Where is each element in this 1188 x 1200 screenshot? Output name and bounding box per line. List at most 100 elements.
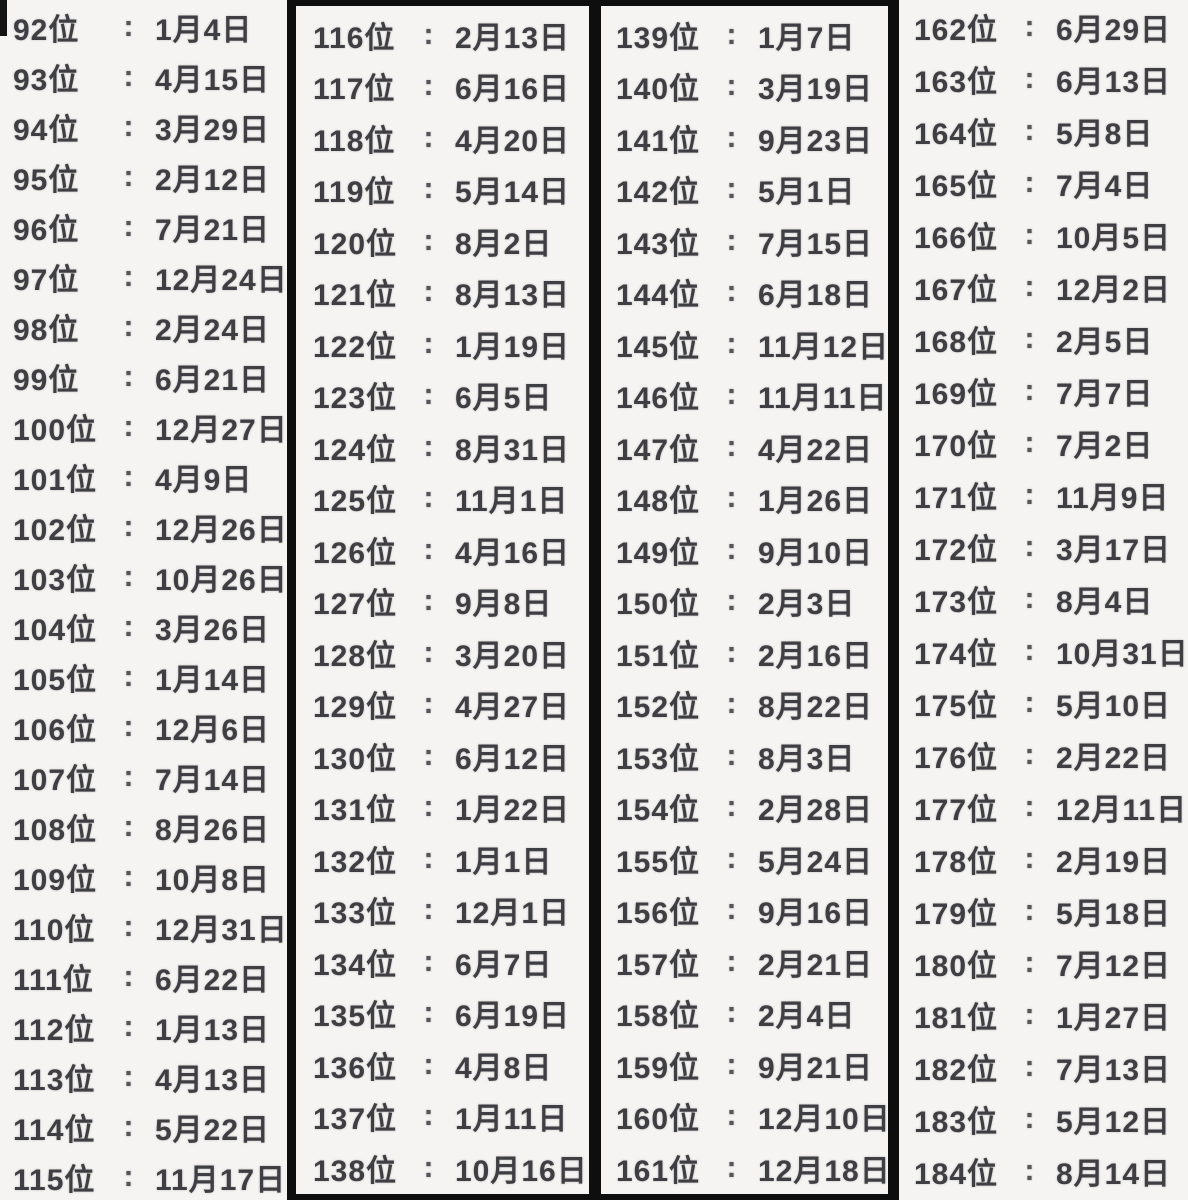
- rank-row: 181位 : 1月27日: [901, 989, 1188, 1041]
- colon-separator: :: [123, 410, 135, 443]
- colon-separator: :: [423, 378, 435, 412]
- colon-separator: :: [423, 326, 435, 360]
- rank-row: 165位 : 7月4日: [901, 157, 1188, 209]
- colon-separator: :: [423, 532, 435, 566]
- rank-label: 144位: [616, 279, 701, 313]
- rank-label: 177位: [914, 794, 999, 827]
- date-value: 7月13日: [1056, 1054, 1172, 1087]
- rank-label: 179位: [914, 898, 999, 931]
- colon-separator: :: [1024, 530, 1036, 563]
- date-value: 7月21日: [155, 214, 271, 247]
- colon-separator: :: [123, 360, 135, 393]
- date-value: 8月4日: [1056, 586, 1154, 619]
- rank-label: 183位: [914, 1106, 999, 1139]
- rank-label: 172位: [914, 534, 999, 567]
- rank-label: 157位: [616, 948, 701, 982]
- date-value: 10月8日: [155, 864, 271, 897]
- rank-label: 149位: [616, 536, 701, 570]
- date-value: 4月27日: [455, 691, 571, 725]
- date-value: 9月23日: [758, 124, 874, 158]
- date-value: 9月16日: [758, 897, 874, 931]
- rank-row: 104位 : 3月26日: [0, 602, 286, 652]
- date-value: 1月27日: [1056, 1002, 1172, 1035]
- colon-separator: :: [423, 635, 435, 669]
- rank-row: 173位 : 8月4日: [901, 573, 1188, 625]
- rank-row: 117位 : 6月16日: [300, 61, 589, 113]
- colon-separator: :: [726, 481, 738, 515]
- colon-separator: :: [1024, 686, 1036, 719]
- colon-separator: :: [123, 510, 135, 543]
- colon-separator: :: [1024, 166, 1036, 199]
- date-value: 2月22日: [1056, 742, 1172, 775]
- colon-separator: :: [1024, 426, 1036, 459]
- rank-row: 141位 : 9月23日: [603, 112, 888, 164]
- colon-separator: :: [123, 60, 135, 93]
- date-value: 4月8日: [455, 1051, 553, 1085]
- date-value: 1月11日: [455, 1103, 569, 1137]
- date-value: 11月1日: [455, 485, 569, 519]
- date-value: 11月11日: [758, 382, 888, 416]
- date-value: 10月5日: [1056, 222, 1172, 255]
- colon-separator: :: [423, 223, 435, 257]
- date-value: 2月24日: [155, 314, 271, 347]
- rank-row: 140位 : 3月19日: [603, 61, 888, 113]
- rank-row: 159位 : 9月21日: [603, 1039, 888, 1091]
- bottom-frame-line: [287, 1194, 899, 1200]
- date-value: 2月21日: [758, 948, 874, 982]
- date-value: 6月21日: [155, 364, 271, 397]
- colon-separator: :: [123, 910, 135, 943]
- rank-label: 98位: [13, 314, 80, 347]
- colon-separator: :: [423, 841, 435, 875]
- rank-label: 142位: [616, 176, 701, 210]
- rank-row: 130位 : 6月12日: [300, 730, 589, 782]
- rank-row: 103位 : 10月26日: [0, 552, 286, 602]
- colon-separator: :: [423, 687, 435, 721]
- rank-row: 95位 : 2月12日: [0, 152, 286, 202]
- rank-row: 157位 : 2月21日: [603, 936, 888, 988]
- colon-separator: :: [1024, 218, 1036, 251]
- colon-separator: :: [423, 1099, 435, 1133]
- date-value: 10月31日: [1056, 638, 1188, 671]
- colon-separator: :: [726, 17, 738, 51]
- date-value: 8月22日: [758, 691, 874, 725]
- colon-separator: :: [726, 223, 738, 257]
- rank-row: 172位 : 3月17日: [901, 521, 1188, 573]
- rank-label: 121位: [313, 279, 398, 313]
- rank-row: 113位 : 4月13日: [0, 1052, 286, 1102]
- rank-row: 109位 : 10月8日: [0, 852, 286, 902]
- rank-label: 154位: [616, 794, 701, 828]
- rank-row: 142位 : 5月1日: [603, 164, 888, 216]
- colon-separator: :: [123, 160, 135, 193]
- rank-row: 170位 : 7月2日: [901, 417, 1188, 469]
- rank-row: 115位 : 11月17日: [0, 1152, 286, 1200]
- colon-separator: :: [123, 260, 135, 293]
- rank-label: 128位: [313, 639, 398, 673]
- date-value: 8月31日: [455, 433, 571, 467]
- date-value: 5月22日: [155, 1114, 271, 1147]
- rank-label: 156位: [616, 897, 701, 931]
- rank-label: 109位: [13, 864, 98, 897]
- date-value: 1月4日: [155, 14, 253, 47]
- rank-row: 184位 : 8月14日: [901, 1145, 1188, 1197]
- rank-row: 112位 : 1月13日: [0, 1002, 286, 1052]
- rank-row: 94位 : 3月29日: [0, 102, 286, 152]
- date-value: 8月13日: [455, 279, 571, 313]
- date-value: 2月4日: [758, 1000, 856, 1034]
- date-value: 7月2日: [1056, 430, 1154, 463]
- rank-row: 121位 : 8月13日: [300, 267, 589, 319]
- rank-label: 170位: [914, 430, 999, 463]
- rank-row: 155位 : 5月24日: [603, 833, 888, 885]
- rank-row: 123位 : 6月5日: [300, 370, 589, 422]
- rank-row: 163位 : 6月13日: [901, 53, 1188, 105]
- rank-label: 171位: [914, 482, 999, 515]
- rank-row: 107位 : 7月14日: [0, 752, 286, 802]
- date-value: 4月22日: [758, 433, 874, 467]
- rank-row: 179位 : 5月18日: [901, 885, 1188, 937]
- rank-row: 144位 : 6月18日: [603, 267, 888, 319]
- colon-separator: :: [1024, 998, 1036, 1031]
- rank-label: 140位: [616, 73, 701, 107]
- rank-row: 114位 : 5月22日: [0, 1102, 286, 1152]
- rank-row: 133位 : 12月1日: [300, 885, 589, 937]
- rank-label: 105位: [13, 664, 98, 697]
